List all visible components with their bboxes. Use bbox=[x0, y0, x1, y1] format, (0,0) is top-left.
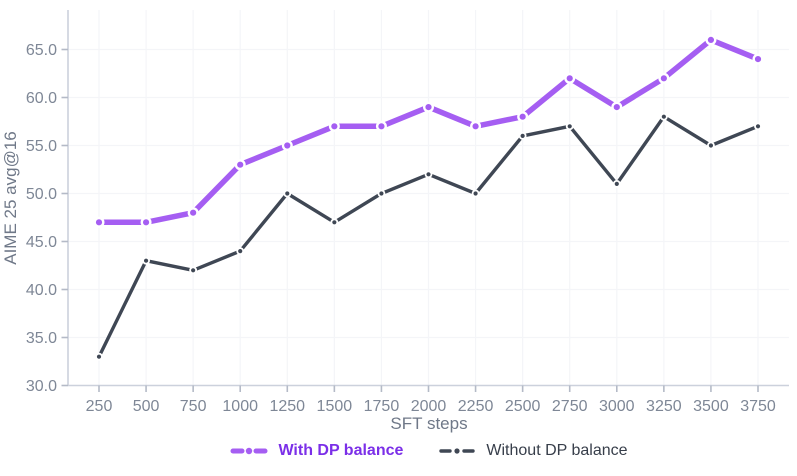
legend: With DP balance Without DP balance bbox=[68, 438, 789, 464]
data-point-marker bbox=[424, 170, 433, 179]
y-tick-label: 30.0 bbox=[26, 378, 57, 395]
x-tick-label: 1500 bbox=[317, 398, 353, 415]
data-point-marker bbox=[707, 141, 715, 150]
x-tick-label: 250 bbox=[86, 398, 113, 415]
data-point-marker bbox=[659, 112, 668, 121]
data-point-marker bbox=[375, 120, 387, 132]
data-point-marker bbox=[189, 266, 198, 275]
data-point-marker bbox=[423, 101, 435, 113]
x-tick-label: 2000 bbox=[411, 398, 447, 415]
data-point-marker bbox=[754, 122, 762, 131]
data-point-marker bbox=[565, 122, 574, 131]
x-tick-label: 1000 bbox=[222, 398, 258, 415]
data-point-marker bbox=[564, 72, 576, 84]
x-tick-label: 3000 bbox=[599, 398, 635, 415]
x-tick-label: 1250 bbox=[269, 398, 305, 415]
data-point-marker bbox=[658, 72, 670, 84]
x-axis-title: SFT steps bbox=[390, 414, 467, 433]
plot-area: 30.0 35.0 40.0 45.0 50.0 55.0 60.0 65.0 250 500 75… bbox=[1, 10, 789, 433]
data-point-marker bbox=[377, 189, 386, 198]
x-tick-label: 3250 bbox=[646, 398, 682, 415]
data-point-marker bbox=[611, 101, 623, 113]
data-point-marker bbox=[471, 189, 480, 198]
y-tick-label: 65.0 bbox=[26, 42, 57, 59]
y-tick-label: 50.0 bbox=[26, 186, 57, 203]
legend-item-without-dp-balance: Without DP balance bbox=[437, 442, 628, 459]
y-tick-label: 60.0 bbox=[26, 90, 57, 107]
y-tick-label: 35.0 bbox=[26, 330, 57, 347]
x-tick-label: 3750 bbox=[740, 398, 776, 415]
x-tick-label: 2500 bbox=[505, 398, 541, 415]
data-point-marker bbox=[752, 53, 764, 65]
legend-label: With DP balance bbox=[278, 442, 404, 459]
data-point-marker bbox=[328, 120, 340, 132]
y-tick-label: 40.0 bbox=[26, 282, 57, 299]
data-point-marker bbox=[330, 218, 339, 227]
legend-label: Without DP balance bbox=[486, 442, 628, 459]
data-point-marker bbox=[142, 256, 150, 265]
x-tick-label: 750 bbox=[180, 398, 207, 415]
data-point-marker bbox=[281, 139, 293, 151]
x-tick-label: 2750 bbox=[552, 398, 588, 415]
data-point-marker bbox=[236, 247, 245, 256]
legend-line-marker-icon bbox=[230, 447, 268, 455]
data-point-marker bbox=[518, 131, 527, 140]
data-point-marker bbox=[517, 111, 529, 123]
legend-item-with-dp-balance: With DP balance bbox=[229, 443, 403, 459]
x-tick-label: 2250 bbox=[458, 398, 494, 415]
data-point-marker bbox=[93, 216, 105, 228]
y-tick-label: 45.0 bbox=[26, 234, 57, 251]
data-point-marker bbox=[140, 216, 152, 228]
data-point-marker bbox=[612, 179, 621, 188]
y-tick-label: 55.0 bbox=[26, 138, 57, 155]
data-point-marker bbox=[470, 120, 482, 132]
data-point-marker bbox=[95, 352, 103, 361]
y-axis-title: AIME 25 avg@16 bbox=[1, 131, 20, 265]
legend-line-marker-icon bbox=[439, 448, 476, 454]
x-tick-label: 1750 bbox=[364, 398, 400, 415]
data-point-marker bbox=[283, 189, 292, 198]
data-point-marker bbox=[234, 159, 246, 171]
data-point-marker bbox=[187, 207, 199, 219]
data-point-marker bbox=[705, 34, 717, 46]
x-tick-label: 500 bbox=[133, 398, 160, 415]
x-tick-label: 3500 bbox=[693, 398, 729, 415]
